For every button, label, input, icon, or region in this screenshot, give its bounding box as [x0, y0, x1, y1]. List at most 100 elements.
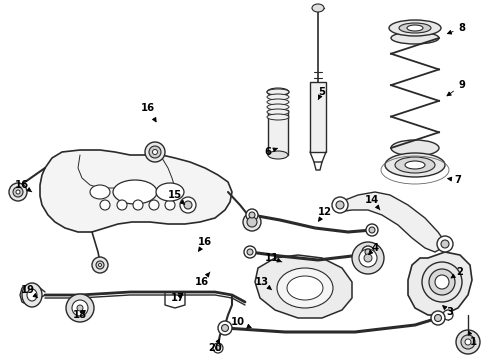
Circle shape: [441, 240, 449, 248]
Polygon shape: [408, 252, 472, 315]
Text: 20: 20: [208, 339, 222, 353]
Text: 16: 16: [195, 272, 210, 287]
Circle shape: [98, 264, 101, 266]
Ellipse shape: [395, 157, 435, 173]
Ellipse shape: [77, 305, 83, 311]
Text: 16: 16: [198, 237, 212, 251]
Circle shape: [332, 197, 348, 213]
Ellipse shape: [312, 4, 324, 12]
Ellipse shape: [90, 185, 110, 199]
Text: 2: 2: [451, 267, 464, 278]
Text: 6: 6: [265, 147, 277, 157]
Ellipse shape: [385, 153, 445, 177]
Circle shape: [422, 262, 462, 302]
Ellipse shape: [277, 268, 333, 308]
Circle shape: [117, 200, 127, 210]
Ellipse shape: [27, 289, 37, 301]
Ellipse shape: [465, 339, 471, 345]
Circle shape: [247, 217, 257, 227]
Text: 12: 12: [318, 207, 332, 221]
Ellipse shape: [113, 180, 157, 204]
Text: 11: 11: [265, 253, 282, 263]
Circle shape: [218, 321, 232, 335]
Ellipse shape: [268, 151, 288, 159]
Circle shape: [149, 146, 161, 158]
Circle shape: [246, 209, 258, 221]
Ellipse shape: [287, 276, 323, 300]
Text: 9: 9: [447, 80, 465, 96]
Text: 16: 16: [15, 180, 32, 192]
Ellipse shape: [66, 294, 94, 322]
Circle shape: [336, 201, 344, 209]
Ellipse shape: [399, 23, 431, 33]
Polygon shape: [255, 255, 352, 318]
Circle shape: [180, 197, 196, 213]
Text: 13: 13: [255, 277, 272, 290]
Circle shape: [152, 149, 157, 154]
Circle shape: [145, 142, 165, 162]
Ellipse shape: [461, 335, 475, 349]
Circle shape: [13, 187, 23, 197]
Circle shape: [149, 200, 159, 210]
Circle shape: [243, 213, 261, 231]
Circle shape: [244, 246, 256, 258]
Ellipse shape: [391, 140, 439, 156]
Circle shape: [96, 261, 104, 269]
Text: 19: 19: [21, 285, 38, 298]
Text: 8: 8: [447, 23, 465, 34]
Ellipse shape: [267, 99, 289, 105]
Circle shape: [435, 275, 449, 289]
Circle shape: [362, 246, 374, 258]
Ellipse shape: [156, 183, 184, 201]
Circle shape: [435, 315, 441, 321]
Ellipse shape: [389, 20, 441, 36]
Text: 10: 10: [231, 317, 251, 328]
Circle shape: [184, 201, 192, 209]
Text: 5: 5: [318, 87, 325, 100]
Ellipse shape: [359, 249, 377, 267]
Circle shape: [213, 343, 223, 353]
Circle shape: [100, 200, 110, 210]
Circle shape: [365, 249, 371, 255]
Ellipse shape: [456, 330, 480, 354]
Circle shape: [92, 257, 108, 273]
Circle shape: [369, 227, 375, 233]
Text: 4: 4: [368, 243, 379, 255]
Circle shape: [437, 236, 453, 252]
Circle shape: [247, 249, 253, 255]
Ellipse shape: [72, 300, 88, 316]
Circle shape: [431, 311, 445, 325]
Text: 7: 7: [448, 175, 462, 185]
Ellipse shape: [267, 94, 289, 100]
Polygon shape: [334, 192, 445, 252]
Circle shape: [165, 200, 175, 210]
Circle shape: [221, 324, 228, 332]
Circle shape: [249, 212, 255, 218]
Text: 16: 16: [141, 103, 156, 122]
Ellipse shape: [407, 25, 423, 31]
Ellipse shape: [22, 283, 42, 307]
Polygon shape: [310, 82, 326, 152]
Circle shape: [443, 310, 453, 320]
Text: 1: 1: [468, 331, 477, 347]
Ellipse shape: [391, 32, 439, 44]
Ellipse shape: [267, 109, 289, 115]
Ellipse shape: [364, 254, 372, 262]
Circle shape: [133, 200, 143, 210]
Ellipse shape: [267, 89, 289, 95]
Ellipse shape: [267, 114, 289, 120]
Ellipse shape: [267, 104, 289, 110]
Circle shape: [9, 183, 27, 201]
Polygon shape: [268, 110, 288, 155]
Ellipse shape: [352, 242, 384, 274]
Text: 18: 18: [73, 310, 87, 320]
Circle shape: [366, 224, 378, 236]
Ellipse shape: [405, 161, 425, 169]
Text: 3: 3: [442, 306, 453, 317]
Circle shape: [16, 190, 20, 194]
Polygon shape: [40, 150, 232, 232]
Text: 15: 15: [168, 190, 185, 205]
Ellipse shape: [267, 88, 289, 96]
Text: 14: 14: [365, 195, 380, 210]
Circle shape: [429, 269, 455, 295]
